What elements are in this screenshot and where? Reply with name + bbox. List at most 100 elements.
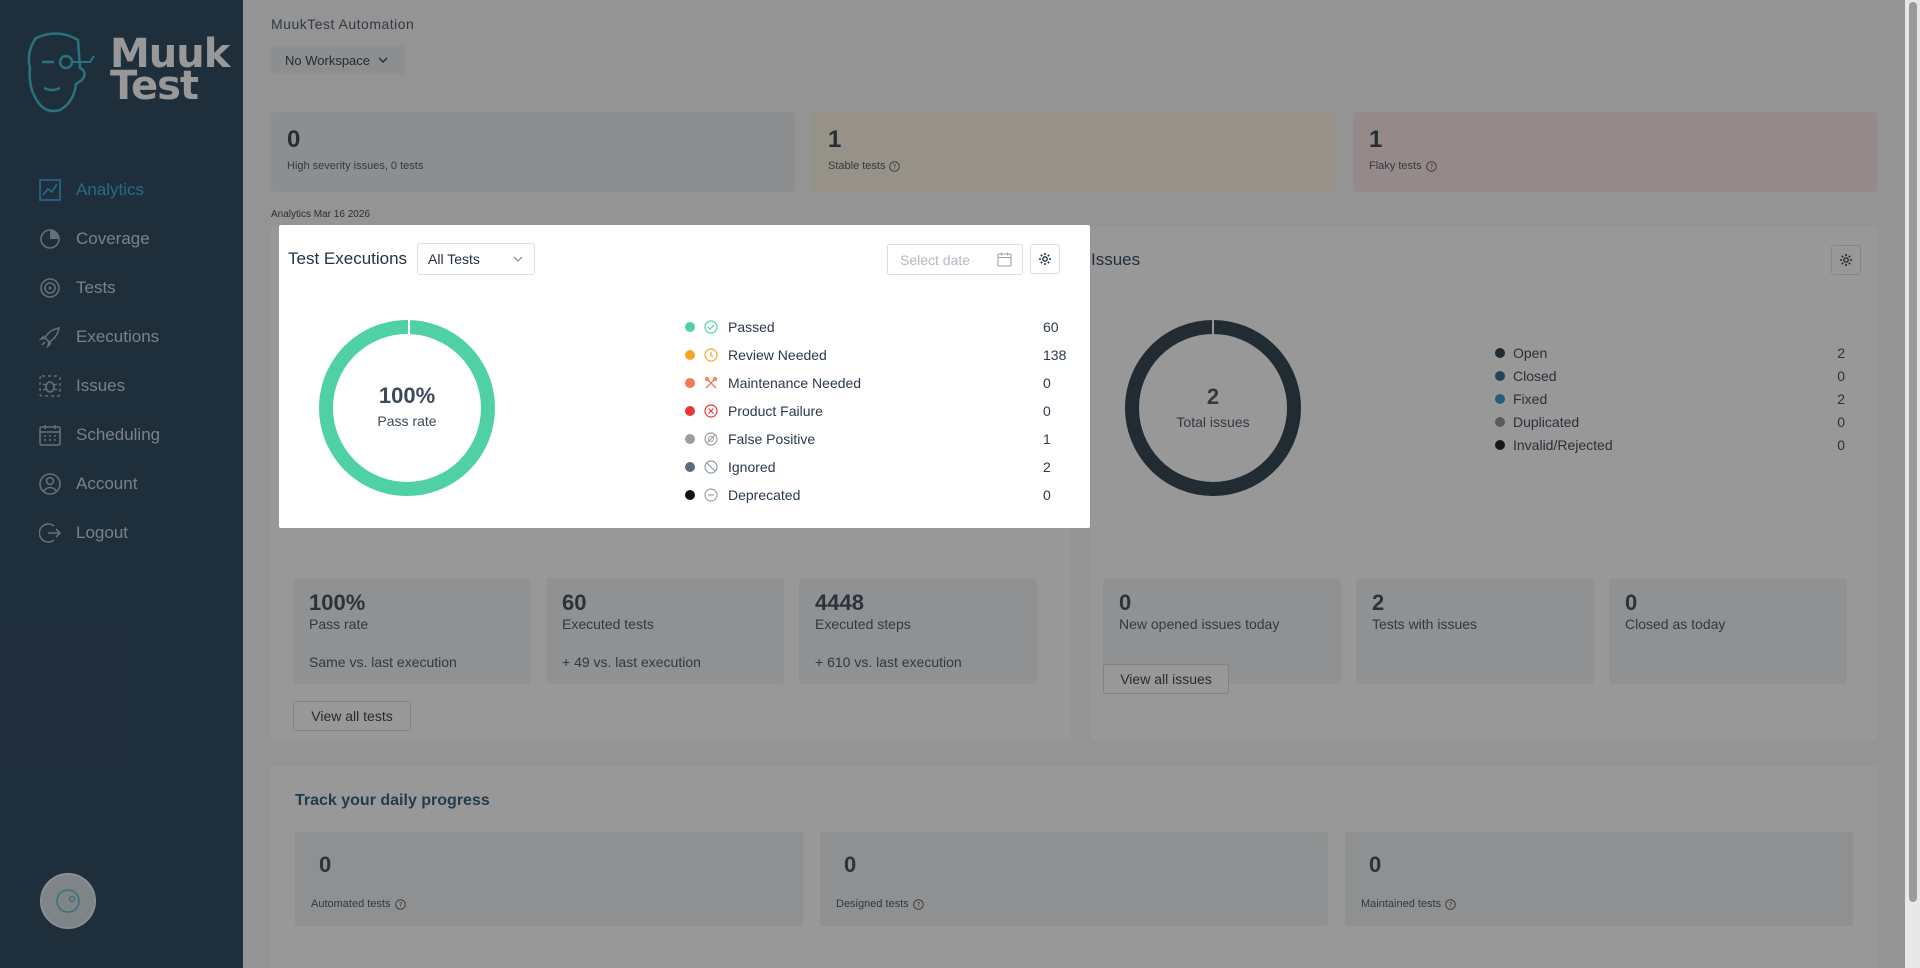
page-scrollbar[interactable] xyxy=(1905,0,1920,968)
sidebar-item-account[interactable]: Account xyxy=(38,464,238,504)
sidebar-item-coverage[interactable]: Coverage xyxy=(38,219,238,259)
progress-value: 0 xyxy=(1369,852,1382,877)
svg-text:?: ? xyxy=(893,163,897,171)
avatar[interactable] xyxy=(40,873,96,929)
kpi-value: 1 xyxy=(1369,126,1383,153)
pie-icon xyxy=(38,227,62,251)
sidebar-item-scheduling[interactable]: Scheduling xyxy=(38,415,238,455)
issues-legend-item-closed[interactable]: Closed 0 xyxy=(1495,366,1845,386)
help-icon[interactable]: ? xyxy=(1425,160,1437,172)
kpi-value: 0 xyxy=(287,126,301,153)
logout-icon xyxy=(38,521,62,545)
issues-legend-item-fixed[interactable]: Fixed 2 xyxy=(1495,389,1845,409)
help-icon[interactable]: ? xyxy=(394,898,406,910)
legend-dot xyxy=(685,350,695,360)
muuktest-logo[interactable]: Muuk Test xyxy=(18,28,230,118)
executions-settings-button[interactable] xyxy=(1030,244,1060,274)
sidebar-item-analytics[interactable]: Analytics xyxy=(38,170,238,210)
stat-value: 100% xyxy=(309,590,366,615)
sidebar-item-logout[interactable]: Logout xyxy=(38,513,238,553)
legend-label: Ignored xyxy=(728,459,776,475)
stat-sub: + 610 vs. last execution xyxy=(815,654,962,670)
tests-filter-value: All Tests xyxy=(428,251,480,267)
false-positive-icon xyxy=(704,432,718,446)
test-executions-highlight: Test Executions All Tests Select date 10… xyxy=(279,225,1090,528)
legend-label: Fixed xyxy=(1513,391,1548,407)
sidebar-item-issues[interactable]: Issues xyxy=(38,366,238,406)
legend-item-passed[interactable]: Passed 60 xyxy=(685,317,1059,337)
tests-filter-select[interactable]: All Tests xyxy=(417,243,535,275)
help-icon[interactable]: ? xyxy=(912,898,924,910)
stat-title: Tests with issues xyxy=(1372,616,1478,632)
legend-item-ignored[interactable]: Ignored 2 xyxy=(685,457,1059,477)
legend-count: 138 xyxy=(1043,347,1067,363)
sidebar: Muuk Test Analytics Coverage Tests xyxy=(0,0,243,968)
gear-icon xyxy=(1840,254,1852,266)
kpi-high-severity: 0 High severity issues, 0 tests xyxy=(271,112,795,192)
gear-icon xyxy=(1039,253,1051,265)
date-placeholder: Select date xyxy=(900,251,971,268)
kpi-flaky-tests: 1 Flaky tests ? xyxy=(1353,112,1877,192)
minus-circle-icon xyxy=(704,488,718,502)
legend-item-product-failure[interactable]: Product Failure 0 xyxy=(685,401,1059,421)
rocket-icon xyxy=(38,325,62,349)
daily-progress-title: Track your daily progress xyxy=(295,792,490,809)
svg-text:?: ? xyxy=(916,901,920,909)
chart-icon xyxy=(38,178,62,202)
legend-count: 0 xyxy=(1837,414,1845,430)
issues-legend-item-duplicated[interactable]: Duplicated 0 xyxy=(1495,412,1845,432)
ban-icon xyxy=(704,460,718,474)
pass-rate-value: 100% xyxy=(378,383,436,408)
legend-dot xyxy=(1495,371,1505,381)
view-all-issues-button[interactable]: View all issues xyxy=(1103,664,1229,694)
issues-donut-center: 2 Total issues xyxy=(1123,384,1303,430)
legend-item-false-positive[interactable]: False Positive 1 xyxy=(685,429,1059,449)
legend-dot xyxy=(1495,417,1505,427)
help-icon[interactable]: ? xyxy=(1445,898,1456,910)
legend-dot xyxy=(1495,348,1505,358)
legend-count: 2 xyxy=(1043,459,1051,475)
logo-wordmark: Muuk Test xyxy=(110,31,230,109)
workspace-label: No Workspace xyxy=(285,52,371,68)
scrollbar-thumb[interactable] xyxy=(1909,2,1917,902)
stat-title: Closed as today xyxy=(1625,616,1726,632)
tools-icon xyxy=(704,376,718,390)
issues-settings-button[interactable] xyxy=(1831,245,1861,275)
view-all-tests-button[interactable]: View all tests xyxy=(293,701,411,731)
sidebar-item-label: Scheduling xyxy=(76,425,161,444)
stat-sub: Same vs. last execution xyxy=(309,654,457,670)
legend-count: 0 xyxy=(1837,437,1845,453)
sidebar-item-executions[interactable]: Executions xyxy=(38,317,238,357)
legend-count: 2 xyxy=(1837,345,1845,361)
target-icon xyxy=(38,276,62,300)
legend-dot xyxy=(685,322,695,332)
legend-count: 60 xyxy=(1043,319,1059,335)
kpi-label: Flaky tests ? xyxy=(1369,160,1437,172)
issues-legend-item-open[interactable]: Open 2 xyxy=(1495,343,1845,363)
legend-item-deprecated[interactable]: Deprecated 0 xyxy=(685,485,1059,505)
legend-count: 0 xyxy=(1837,368,1845,384)
workspace-dropdown[interactable]: No Workspace xyxy=(271,46,405,74)
legend-dot xyxy=(685,378,695,388)
progress-maintained: 0 Maintained tests ? xyxy=(1345,832,1853,926)
pass-rate-donut-arc xyxy=(319,320,495,496)
legend-label: False Positive xyxy=(728,431,816,447)
x-circle-icon xyxy=(704,404,718,418)
issues-legend-item-invalid-rejected[interactable]: Invalid/Rejected 0 xyxy=(1495,435,1845,455)
legend-count: 1 xyxy=(1043,431,1051,447)
test-executions-title: Test Executions xyxy=(288,249,408,268)
help-icon[interactable]: ? xyxy=(889,160,901,172)
bug-icon xyxy=(38,374,62,398)
legend-count: 0 xyxy=(1043,403,1051,419)
issues-donut-chart xyxy=(1125,320,1301,496)
legend-label: Closed xyxy=(1513,368,1557,384)
legend-count: 0 xyxy=(1043,487,1051,503)
legend-item-review-needed[interactable]: Review Needed 138 xyxy=(685,345,1066,365)
progress-automated: 0 Automated tests ? xyxy=(295,832,803,926)
sidebar-item-tests[interactable]: Tests xyxy=(38,268,238,308)
analytics-date: Analytics Mar 16 2026 xyxy=(271,209,370,220)
date-picker-input[interactable]: Select date xyxy=(887,244,1023,275)
pass-rate-donut-center: 100% Pass rate xyxy=(317,383,497,429)
chevron-down-icon xyxy=(513,256,523,262)
legend-item-maintenance-needed[interactable]: Maintenance Needed 0 xyxy=(685,373,1059,393)
